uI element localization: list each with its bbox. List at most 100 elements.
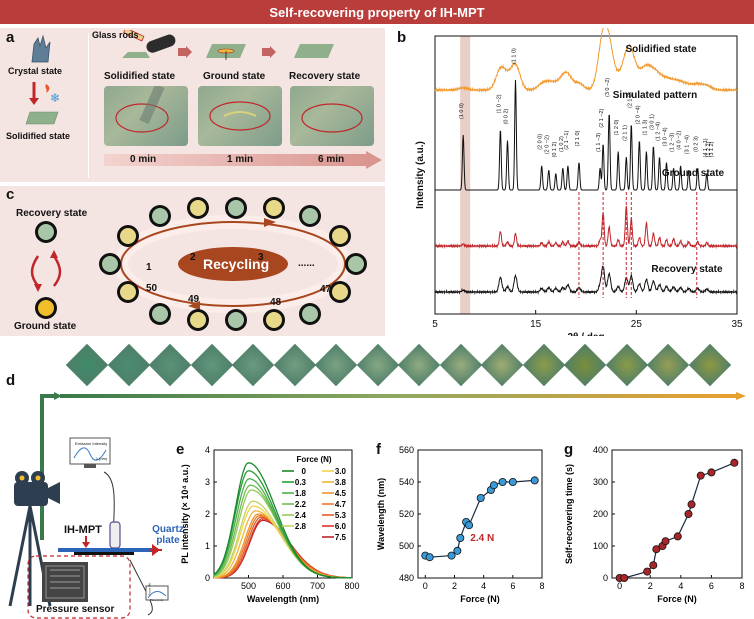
xrd-trace-2 bbox=[434, 205, 738, 250]
recovery-state-label: Recovery state bbox=[16, 208, 88, 219]
cycle-dots: ...... bbox=[298, 258, 315, 269]
xrd-chart: 5 15 25 35 2θ / deg Intensity (a.u.) Solidifie… bbox=[415, 28, 743, 336]
divider-a bbox=[88, 33, 89, 178]
y-tick-label: 2 bbox=[205, 509, 210, 519]
legend-label: 3.0 bbox=[335, 467, 347, 476]
data-point bbox=[730, 458, 739, 467]
miller-index-label: (1 1 3) bbox=[642, 119, 648, 135]
cycle-48: 48 bbox=[270, 297, 282, 308]
crystal-state-label: Crystal state bbox=[8, 66, 63, 76]
miller-index-label: (2 1 2) bbox=[627, 92, 633, 108]
data-point bbox=[456, 534, 465, 543]
plot-frame bbox=[434, 35, 738, 315]
miller-index-label: (1 2 0) bbox=[614, 119, 620, 135]
miller-index-label: (2 1 1) bbox=[622, 125, 628, 141]
legend-label: 3.8 bbox=[335, 478, 347, 487]
miller-index-label: (1 0 0) bbox=[459, 103, 465, 119]
miller-index-label: (1 2 −4) bbox=[655, 122, 661, 141]
legend-label: 5.3 bbox=[335, 511, 347, 520]
panel-b-label: b bbox=[397, 29, 407, 46]
y-tick-label: 520 bbox=[399, 509, 414, 519]
legend-label: 7.5 bbox=[335, 533, 347, 542]
miller-index-label: (0 2 3) bbox=[694, 136, 700, 152]
time-0: 0 min bbox=[130, 154, 157, 165]
xrd-trace-0 bbox=[434, 28, 738, 93]
x-tick-label: 500 bbox=[241, 581, 256, 591]
data-point bbox=[707, 468, 716, 477]
data-point bbox=[489, 481, 498, 490]
legend-label: 6.0 bbox=[335, 522, 347, 531]
data-point bbox=[696, 471, 705, 480]
annotation-label: 2.4 N bbox=[470, 533, 494, 544]
data-point bbox=[684, 510, 693, 519]
stage-solidified-label: Solidified state bbox=[104, 71, 176, 82]
glass-rods-icon bbox=[122, 30, 176, 58]
miller-index-label: (1 2 −3) bbox=[670, 133, 676, 152]
y-tick-label: 300 bbox=[593, 477, 608, 487]
data-point bbox=[652, 545, 661, 554]
data-point bbox=[425, 553, 434, 562]
x-tick-label: 25 bbox=[631, 319, 643, 330]
miller-index-label: (2 0 −2) bbox=[545, 135, 551, 154]
legend-label: 2.8 bbox=[295, 522, 307, 531]
x-tick-label: 0 bbox=[617, 581, 622, 591]
panel-d-label: d bbox=[6, 372, 16, 389]
data-line bbox=[425, 479, 535, 558]
y-tick-label: 100 bbox=[593, 541, 608, 551]
camera-icon bbox=[8, 471, 60, 607]
data-point bbox=[453, 546, 462, 555]
photo-solidified bbox=[104, 86, 188, 146]
y-tick-label: 0 bbox=[603, 573, 608, 583]
figure-title: Self-recovering property of IH-MPT bbox=[0, 0, 754, 24]
time-1: 1 min bbox=[227, 154, 254, 165]
trace-label: Solidified state bbox=[625, 44, 697, 55]
solidified-plate-icon bbox=[25, 111, 59, 125]
x-tick-label: 15 bbox=[530, 319, 542, 330]
y-tick-label: 500 bbox=[399, 541, 414, 551]
x-tick-label: 0 bbox=[423, 581, 428, 591]
legend-label: 1.8 bbox=[295, 489, 307, 498]
ih-mpt-label: IH-MPT bbox=[64, 524, 102, 536]
stage-arrow-1 bbox=[178, 46, 192, 58]
cycle-discs bbox=[99, 197, 367, 331]
miller-index-label: (3 1 2) bbox=[709, 141, 715, 157]
data-point bbox=[476, 494, 485, 503]
panel-a-label: a bbox=[6, 29, 15, 46]
recycling-diagram bbox=[99, 197, 367, 331]
crystal-icon bbox=[31, 34, 51, 63]
miller-index-label: (4 0 −2) bbox=[677, 131, 683, 150]
monitor-intensity-label: Emission Intensity bbox=[75, 441, 108, 446]
recovery-plate-icon bbox=[294, 44, 334, 58]
miller-index-label: (1 0 2) bbox=[559, 136, 565, 152]
photo-recovery bbox=[290, 86, 374, 146]
ground-state-label: Ground state bbox=[14, 321, 77, 332]
wavelength-chart: 0 2 4 6 8 480 500 520 540 560 Force (N) Wavelength … bbox=[376, 445, 545, 604]
miller-index-label: (3 0 1) bbox=[649, 114, 655, 130]
data-line bbox=[619, 462, 735, 579]
data-point bbox=[620, 573, 629, 582]
cycle-49: 49 bbox=[188, 294, 200, 305]
miller-index-label: (1 1 0) bbox=[512, 48, 518, 64]
miller-index-label: (4 1 −1) bbox=[703, 138, 709, 157]
y-axis-label: Self-recovering time (s) bbox=[564, 464, 574, 564]
data-point bbox=[687, 500, 696, 509]
monitor-small-icon bbox=[145, 585, 169, 601]
x-tick-label: 35 bbox=[731, 319, 743, 330]
state-cycle-diagram bbox=[30, 221, 62, 319]
pressure-sensor-label: Pressure sensor bbox=[36, 604, 115, 615]
data-point bbox=[649, 561, 658, 570]
cycle-50: 50 bbox=[146, 283, 158, 294]
plot-frame bbox=[417, 449, 543, 579]
x-axis-label: Force (N) bbox=[657, 594, 697, 604]
data-point bbox=[661, 537, 670, 546]
data-point bbox=[508, 478, 517, 487]
x-tick-label: 6 bbox=[510, 581, 515, 591]
svg-text:❄: ❄ bbox=[50, 91, 60, 105]
x-tick-label: 700 bbox=[310, 581, 325, 591]
trace-label: Recovery state bbox=[651, 264, 723, 275]
miller-index-label: (3 0 −4) bbox=[663, 127, 669, 146]
x-axis-label: 2θ / deg bbox=[567, 332, 604, 336]
stage-arrow-2 bbox=[262, 46, 276, 58]
x-tick-label: 5 bbox=[432, 319, 438, 330]
x-tick-label: 6 bbox=[709, 581, 714, 591]
